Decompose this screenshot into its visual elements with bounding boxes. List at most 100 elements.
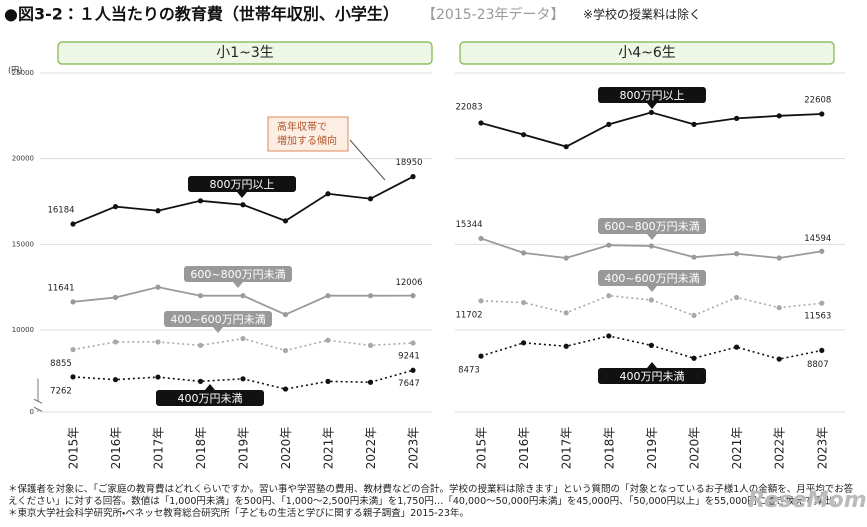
data-point — [70, 374, 76, 380]
data-point — [563, 343, 569, 349]
x-tick-label: 2016年 — [517, 427, 531, 470]
value-label: 7647 — [398, 379, 420, 389]
y-tick-label: 25000 — [12, 69, 34, 77]
axis-break — [33, 398, 43, 412]
x-tick-label: 2022年 — [364, 427, 378, 470]
data-point — [325, 293, 331, 299]
legend-label: 400~600万円未満 — [604, 272, 699, 285]
y-tick-label: 0 — [30, 408, 34, 416]
x-tick-label: 2021年 — [730, 427, 744, 470]
series-line — [480, 111, 822, 148]
data-point — [410, 367, 416, 373]
data-point — [478, 298, 484, 304]
value-label: 22083 — [455, 102, 482, 112]
series-line — [72, 286, 414, 316]
legend-label: 600~800万円未満 — [604, 220, 699, 233]
legend-label: 600~800万円未満 — [190, 268, 285, 281]
data-point — [410, 174, 416, 180]
data-point — [521, 132, 527, 138]
value-label: 16184 — [47, 206, 74, 216]
data-point — [691, 254, 697, 260]
data-point — [734, 251, 740, 257]
period: 【2015-23年データ】 — [422, 6, 565, 23]
legend-box — [184, 266, 292, 282]
data-point — [155, 208, 161, 214]
value-label: 14594 — [804, 234, 831, 244]
data-point — [734, 294, 740, 301]
panel-title: 小4~6生 — [618, 45, 676, 61]
x-tick-label: 2018年 — [194, 427, 208, 470]
value-label: 11641 — [47, 283, 74, 293]
data-point — [776, 255, 782, 261]
data-point — [819, 111, 825, 117]
data-point — [240, 376, 246, 382]
legend-box — [164, 311, 272, 327]
data-point — [648, 109, 655, 116]
data-point — [606, 293, 612, 299]
data-point — [155, 374, 161, 380]
brand: ReseMom — [748, 488, 867, 513]
legend-pointer — [647, 362, 657, 368]
data-point — [112, 294, 119, 301]
chart: ●図3-2：１人当たりの教育費（世帯年収別、小学生） 【2015-23年データ】… — [4, 5, 845, 470]
legend-box — [598, 270, 706, 286]
value-label: 8855 — [50, 359, 72, 369]
x-tick-label: 2020年 — [279, 427, 293, 470]
y-unit: (円) — [8, 66, 22, 75]
value-label: 11702 — [455, 310, 482, 320]
panel-title: 小1~3生 — [216, 45, 274, 61]
data-point — [563, 144, 569, 150]
y-tick-label: 10000 — [12, 326, 34, 334]
data-point — [776, 113, 782, 119]
data-point — [478, 353, 484, 359]
legend-pointer — [647, 234, 657, 240]
data-point — [70, 221, 76, 227]
x-tick-label: 2018年 — [602, 427, 616, 470]
data-point — [563, 310, 569, 316]
data-point — [648, 342, 655, 348]
value-label: 22608 — [804, 95, 831, 105]
data-point — [606, 121, 612, 127]
data-point — [325, 191, 331, 197]
data-point — [70, 346, 76, 353]
legend-pointer — [213, 327, 223, 333]
legend-pointer — [647, 286, 657, 292]
data-point — [197, 198, 204, 204]
legend-pointer — [237, 192, 247, 198]
x-tick-label: 2021年 — [322, 427, 336, 470]
data-point — [819, 248, 825, 254]
annotation-text: 高年収帯で — [277, 120, 327, 133]
data-point — [282, 218, 289, 224]
value-label: 15344 — [455, 220, 482, 230]
value-label: 8473 — [458, 366, 480, 376]
legend-label: 400~600万円未満 — [170, 313, 265, 326]
legend-pointer — [233, 282, 243, 288]
x-tick-label: 2017年 — [152, 427, 166, 470]
legend-box — [188, 176, 296, 192]
data-point — [563, 255, 569, 261]
data-point — [691, 121, 697, 127]
y-tick-label: 20000 — [12, 155, 34, 163]
x-tick-label: 2015年 — [67, 427, 81, 470]
data-point — [521, 250, 527, 256]
x-tick-label: 2019年 — [645, 427, 659, 470]
data-point — [734, 344, 740, 350]
data-point — [410, 293, 416, 299]
data-point — [776, 356, 782, 362]
value-label: 7262 — [50, 386, 72, 396]
x-tick-label: 2017年 — [560, 427, 574, 470]
data-point — [70, 299, 76, 305]
value-label: 8807 — [807, 360, 829, 370]
annotation-arrow — [349, 139, 386, 181]
annotation-box — [267, 116, 349, 152]
data-point — [197, 293, 204, 299]
data-point — [112, 339, 119, 345]
legend-box — [156, 390, 264, 406]
data-point — [112, 377, 119, 383]
value-label: 18950 — [395, 158, 422, 168]
x-tick-label: 2023年 — [407, 427, 421, 470]
legend-box — [598, 87, 706, 103]
data-point — [606, 242, 612, 248]
data-point — [819, 347, 825, 354]
